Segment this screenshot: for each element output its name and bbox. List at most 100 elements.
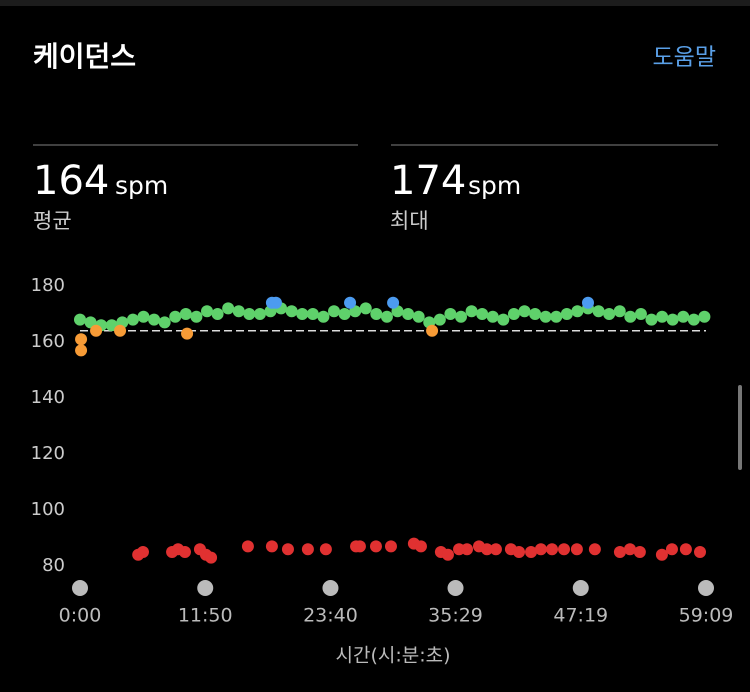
data-point bbox=[243, 308, 256, 320]
data-point bbox=[387, 296, 400, 309]
data-point bbox=[571, 305, 584, 318]
y-tick-label: 160 bbox=[31, 331, 65, 352]
data-point bbox=[222, 302, 235, 315]
stat-value: 174 bbox=[390, 158, 466, 204]
data-point bbox=[623, 543, 636, 556]
data-point bbox=[581, 296, 594, 309]
data-point bbox=[645, 313, 658, 326]
data-point bbox=[137, 310, 150, 323]
data-point bbox=[539, 310, 552, 323]
data-point bbox=[603, 308, 616, 320]
data-point bbox=[486, 310, 499, 323]
data-point bbox=[301, 543, 314, 556]
data-point bbox=[319, 543, 332, 556]
stat-unit: spm bbox=[468, 171, 521, 200]
data-point bbox=[497, 313, 510, 326]
x-tick-marker bbox=[197, 580, 214, 596]
data-point bbox=[179, 308, 192, 320]
data-point bbox=[633, 546, 646, 558]
data-point bbox=[169, 310, 182, 323]
x-tick-label: 35:29 bbox=[428, 605, 483, 627]
data-point bbox=[698, 310, 711, 323]
data-point bbox=[370, 308, 383, 320]
x-axis-title: 시간(시:분:초) bbox=[335, 645, 450, 667]
data-point bbox=[489, 543, 502, 556]
x-tick-marker bbox=[447, 580, 464, 596]
data-point bbox=[380, 310, 393, 323]
data-point bbox=[181, 327, 194, 340]
stat-value: 164 bbox=[33, 158, 109, 204]
data-point bbox=[412, 310, 425, 323]
data-point bbox=[281, 543, 294, 556]
data-point bbox=[344, 296, 357, 309]
data-point bbox=[265, 540, 278, 553]
data-point bbox=[525, 546, 538, 558]
data-point bbox=[75, 344, 88, 357]
y-tick-label: 180 bbox=[31, 275, 65, 296]
x-tick-label: 11:50 bbox=[178, 605, 233, 627]
data-point bbox=[613, 305, 626, 318]
scrollbar bbox=[738, 385, 742, 470]
data-point bbox=[433, 313, 446, 326]
data-point bbox=[507, 308, 520, 320]
data-point bbox=[665, 543, 678, 556]
data-point bbox=[253, 308, 266, 320]
x-tick-marker bbox=[698, 580, 714, 596]
data-point bbox=[655, 548, 668, 561]
data-point bbox=[634, 308, 647, 320]
data-point bbox=[460, 543, 473, 556]
y-tick-label: 100 bbox=[31, 499, 65, 520]
data-point bbox=[444, 308, 457, 320]
data-point bbox=[588, 543, 601, 556]
help-link[interactable]: 도움말 bbox=[653, 45, 716, 71]
y-tick-label: 120 bbox=[31, 443, 65, 464]
data-point bbox=[327, 305, 340, 318]
data-point bbox=[518, 305, 531, 318]
x-tick-label: 59:09 bbox=[679, 605, 734, 627]
data-point bbox=[200, 305, 213, 318]
data-point bbox=[211, 308, 224, 320]
data-point bbox=[384, 540, 397, 553]
data-point bbox=[546, 543, 559, 556]
data-point bbox=[687, 313, 700, 326]
data-point bbox=[624, 310, 637, 323]
data-point bbox=[158, 316, 171, 329]
data-point bbox=[534, 543, 547, 556]
x-tick-label: 47:19 bbox=[553, 605, 608, 627]
data-point bbox=[90, 324, 103, 337]
data-point bbox=[677, 310, 690, 323]
data-point bbox=[285, 305, 298, 318]
data-point bbox=[306, 308, 319, 320]
data-point bbox=[269, 296, 282, 309]
data-point bbox=[476, 308, 489, 320]
data-point bbox=[613, 546, 626, 558]
x-tick-marker bbox=[322, 580, 339, 596]
data-point bbox=[529, 308, 542, 320]
data-point bbox=[441, 548, 454, 561]
x-tick-marker bbox=[72, 580, 88, 596]
data-point bbox=[205, 551, 218, 564]
data-point bbox=[592, 305, 605, 318]
chart-title: 케이던스 bbox=[33, 40, 136, 73]
stat-label: 최대 bbox=[390, 209, 429, 233]
data-point bbox=[656, 310, 669, 323]
data-point bbox=[402, 308, 415, 320]
x-tick-label: 0:00 bbox=[59, 605, 102, 627]
top-bar bbox=[0, 0, 750, 6]
y-tick-label: 140 bbox=[31, 387, 65, 408]
data-point bbox=[353, 540, 366, 553]
data-point bbox=[114, 324, 127, 337]
data-point bbox=[480, 543, 493, 556]
data-point bbox=[679, 543, 692, 556]
data-point bbox=[232, 305, 245, 318]
data-point bbox=[296, 308, 309, 320]
data-point bbox=[570, 543, 583, 556]
data-point bbox=[454, 310, 467, 323]
data-point bbox=[414, 540, 427, 553]
data-point bbox=[136, 546, 149, 558]
data-point bbox=[465, 305, 478, 318]
data-point bbox=[190, 310, 203, 323]
data-point bbox=[369, 540, 382, 553]
data-point bbox=[513, 546, 526, 558]
